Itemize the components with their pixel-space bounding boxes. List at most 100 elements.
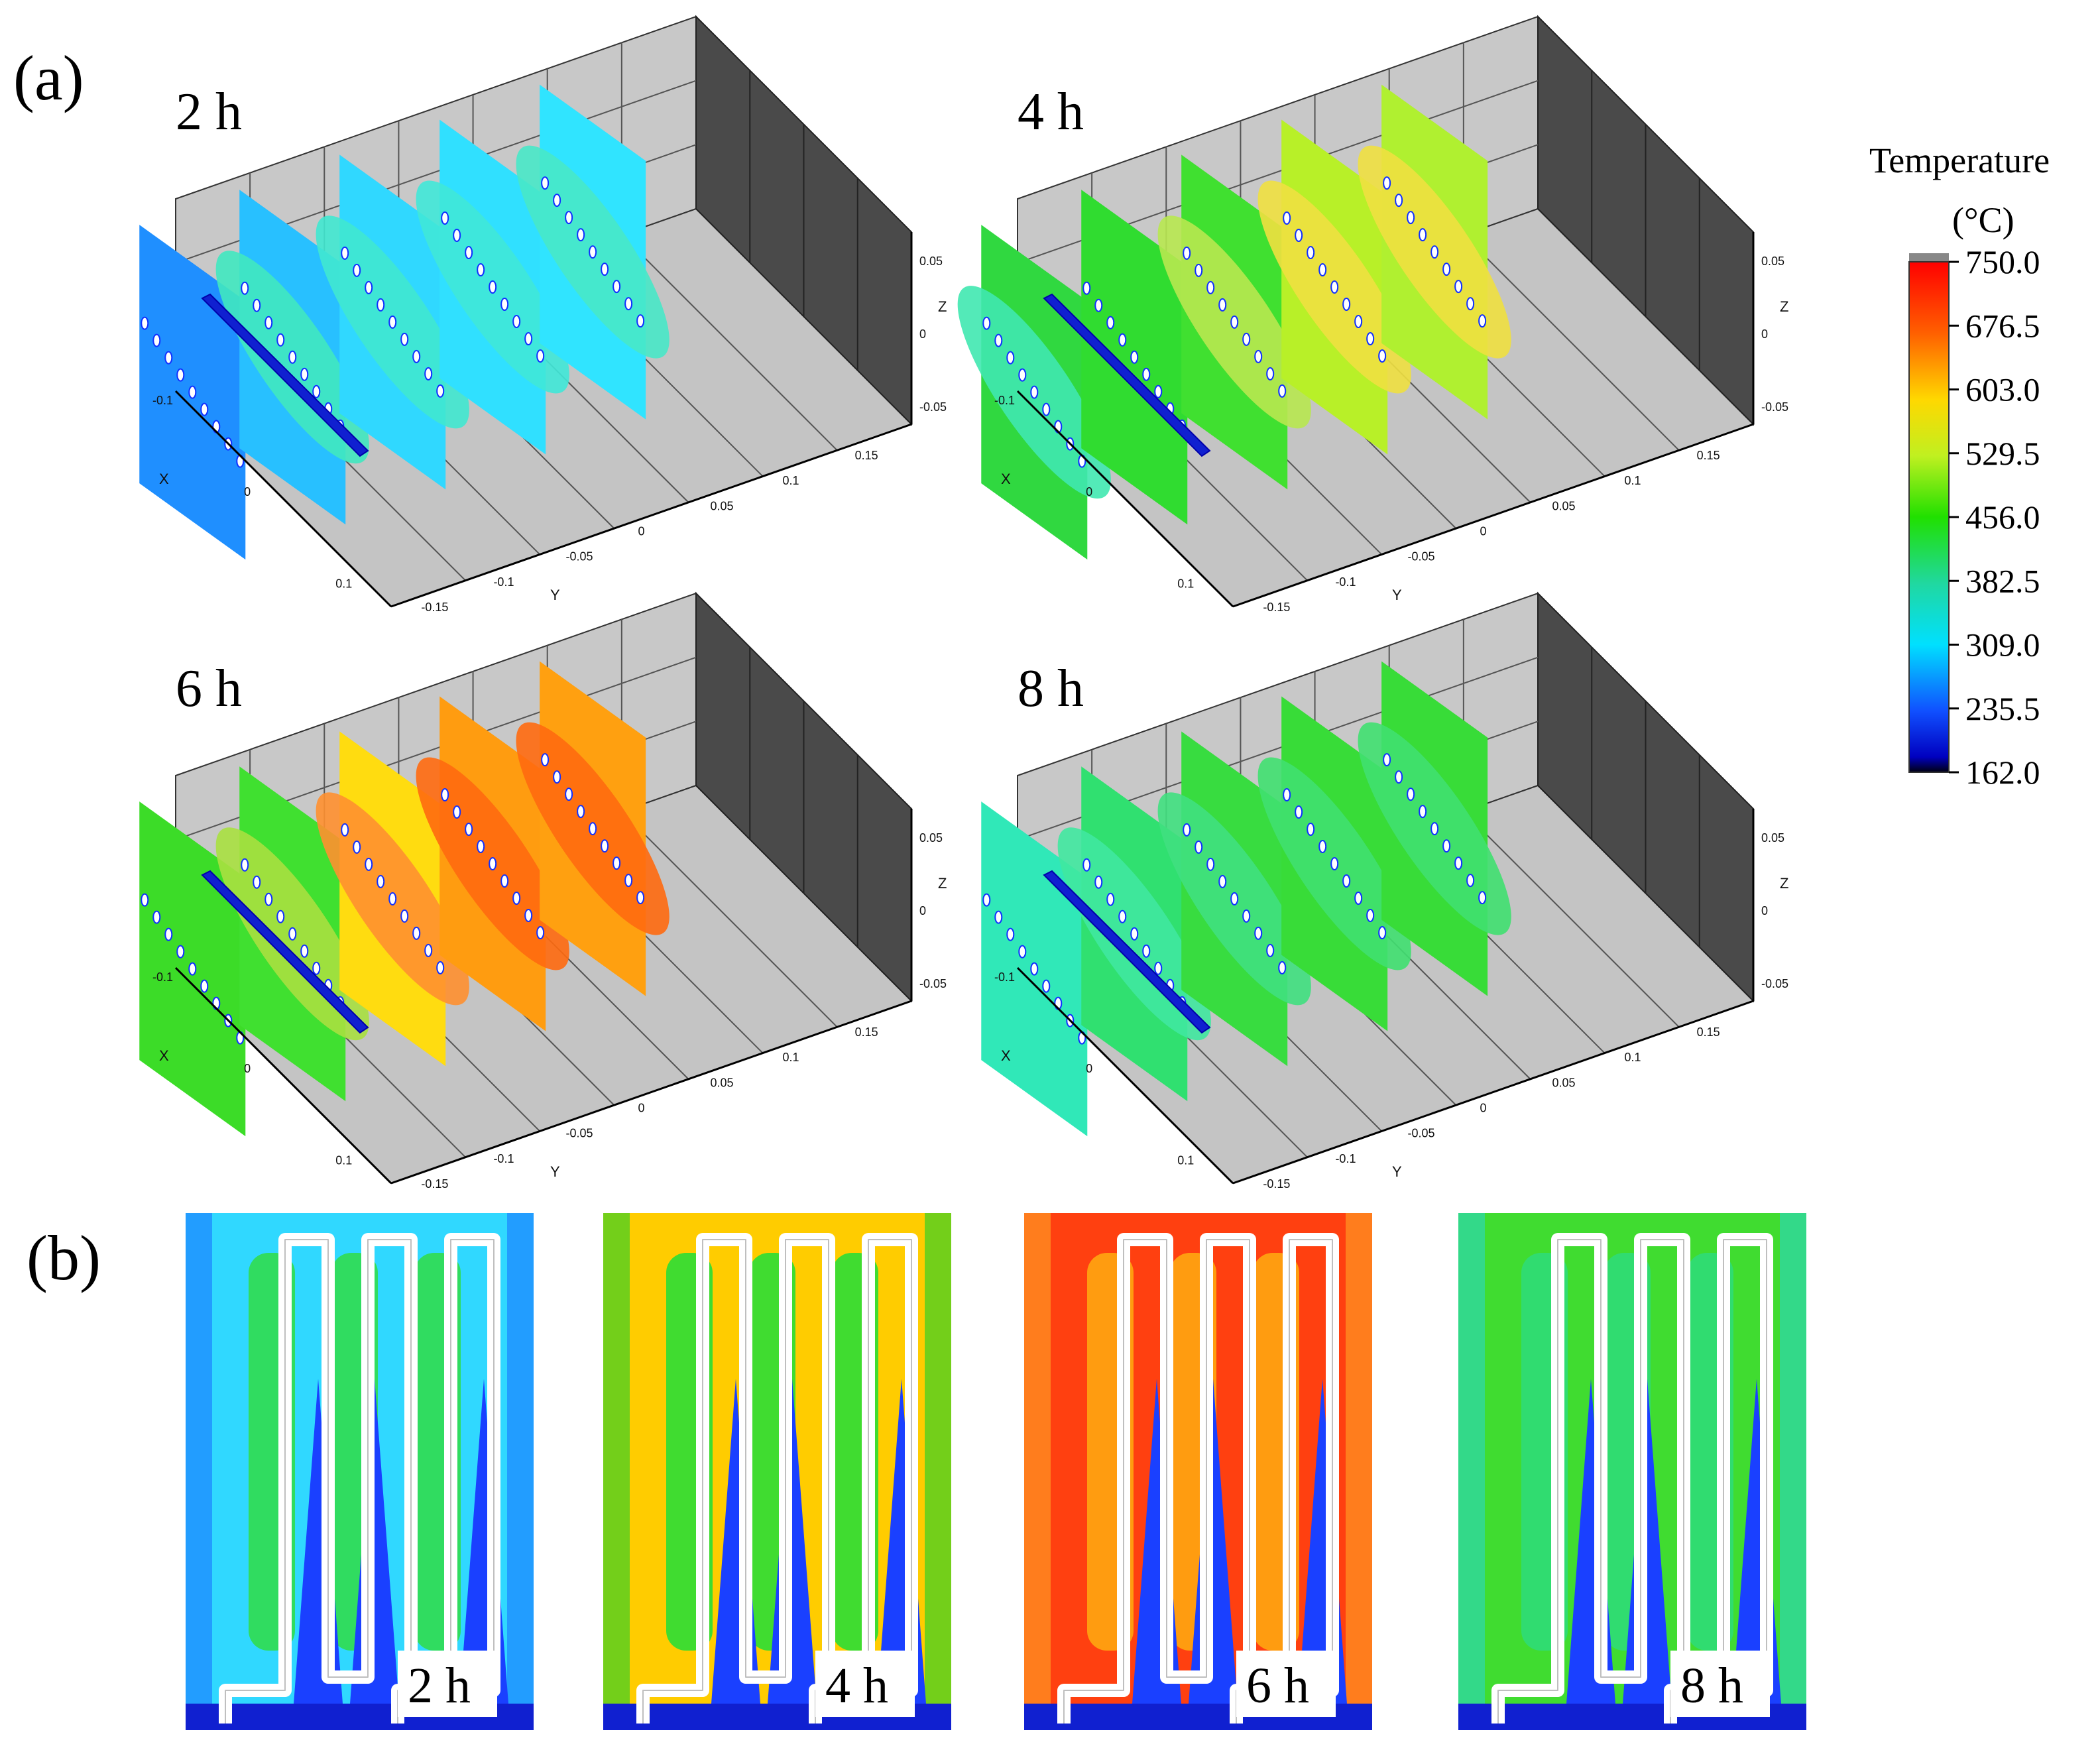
pipe-section [1366, 331, 1375, 345]
pipe-section [589, 245, 597, 259]
y-tick-label: 0 [638, 1102, 645, 1115]
y-tick-label: 0.15 [855, 449, 878, 462]
pipe-section [1266, 367, 1275, 380]
pipe-section [577, 805, 585, 819]
colorbar-tick-label: 603.0 [1965, 371, 2040, 408]
y-axis-name: Y [550, 587, 560, 603]
contour-edge [1780, 1213, 1806, 1730]
pipe-section [612, 280, 621, 294]
pipe-section [465, 245, 473, 259]
panel-3d-1: -0.1 0 0.1 -0.15 -0.1 -0.05 0 0.05 0.1 0.15 0.05 0 -… [139, 15, 947, 614]
pipe-section [1006, 927, 1015, 941]
pipe-section [176, 945, 185, 959]
pipe-section [164, 351, 173, 365]
pipe-section [253, 875, 261, 889]
z-axis-name: Z [938, 875, 947, 892]
pipe-section [264, 892, 273, 906]
x-tick-label: -0.1 [152, 394, 173, 407]
pipe-section [1419, 805, 1427, 819]
panels-2d: 2 h 4 h 6 h 8 h [186, 1213, 1806, 1730]
pipe-section [141, 316, 149, 330]
pipe-section [1430, 822, 1439, 836]
pipe-section [565, 788, 573, 801]
pipe-section [1142, 367, 1151, 381]
z-axis-name: Z [938, 298, 947, 315]
cold-strip [1043, 293, 1211, 457]
serpentine-pipe-outline [1497, 1239, 1767, 1724]
pipe-section [1006, 351, 1015, 365]
pipe-section [1366, 908, 1375, 922]
time-label: 8 h [1018, 660, 1084, 718]
pipe-section [1430, 245, 1439, 259]
pipe-section [1254, 349, 1263, 363]
y-tick-label: 0.15 [855, 1025, 878, 1039]
pipe-section [1395, 194, 1403, 207]
pipe-section [453, 805, 461, 819]
pipe-section [1354, 314, 1363, 328]
z-tick-label: 0.05 [919, 255, 943, 268]
pipe-section [1383, 176, 1391, 190]
box-edge [390, 1000, 912, 1185]
y-tick-label: 0 [1480, 525, 1487, 538]
x-axis-name: X [159, 471, 169, 487]
pipe-section [1130, 350, 1139, 364]
panel-b-label: (b) [27, 1222, 101, 1293]
x-tick-label: 0.1 [335, 577, 352, 590]
pipe-section [612, 856, 621, 870]
panel-a-label: (a) [13, 42, 84, 113]
pipe-section [1030, 962, 1039, 976]
y-axis-name: Y [550, 1163, 560, 1180]
x-tick-label: 0 [244, 1062, 251, 1075]
pipe-section [1307, 822, 1315, 836]
pipe-section [353, 840, 361, 854]
box-edge [1016, 390, 1234, 608]
pipe-section [264, 316, 273, 329]
pipe-section [1307, 245, 1315, 259]
time-label-box [1670, 1651, 1770, 1717]
pipe-section [1295, 805, 1303, 819]
z-tick-label: 0.05 [919, 831, 943, 845]
y-axis-name: Y [1392, 1163, 1402, 1180]
pipe-section [441, 788, 449, 801]
panels-3d: -0.1 0 0.1 -0.15 -0.1 -0.05 0 0.05 0.1 0.15 0.05 0 -… [139, 15, 1788, 1191]
pipe-section [1318, 263, 1327, 276]
pipe-section [512, 891, 521, 905]
y-tick-label: 0.05 [1552, 499, 1576, 512]
pipe-section [1094, 875, 1103, 889]
pipe-section [341, 823, 349, 837]
pipe-section [1342, 297, 1351, 311]
pipe-section [465, 822, 473, 836]
pipe-section [500, 297, 509, 311]
contour-edge [1458, 1213, 1485, 1730]
pipe-section [377, 298, 385, 312]
pipe-section [164, 927, 173, 941]
y-tick-label: -0.05 [565, 550, 593, 563]
contour-edge [603, 1213, 630, 1730]
cold-strip [201, 293, 369, 457]
y-tick-label: 0 [638, 525, 645, 538]
colorbar-tick-label: 162.0 [1965, 754, 2040, 791]
pipe-section [489, 856, 497, 870]
y-tick-label: 0.05 [711, 1076, 734, 1089]
pipe-section [1106, 892, 1115, 906]
pipe-section [152, 333, 161, 347]
pipe-section [589, 822, 597, 836]
x-tick-label: -0.1 [994, 394, 1015, 407]
pipe-section [365, 857, 373, 871]
y-tick-label: 0.1 [783, 1051, 799, 1064]
x-tick-label: 0.1 [1177, 577, 1194, 590]
time-label-box [398, 1651, 497, 1717]
serpentine-pipe-outline [225, 1239, 495, 1724]
pipe-section [1254, 926, 1263, 940]
pipe-section [436, 384, 445, 398]
pipe-section [1454, 280, 1463, 294]
pipe-section [353, 263, 361, 277]
y-tick-label: -0.15 [421, 601, 448, 614]
y-axis-name: Y [1392, 587, 1402, 603]
pipe-section [994, 333, 1003, 347]
contour-edge [1346, 1213, 1372, 1730]
colorbar: Temperature (°C) 750.0 676.5 603.0 529.5 456… [1869, 141, 2050, 791]
panel-2d-3: 6 h [1024, 1213, 1372, 1730]
pipe-section [1018, 368, 1027, 382]
pipe-section [636, 314, 645, 328]
